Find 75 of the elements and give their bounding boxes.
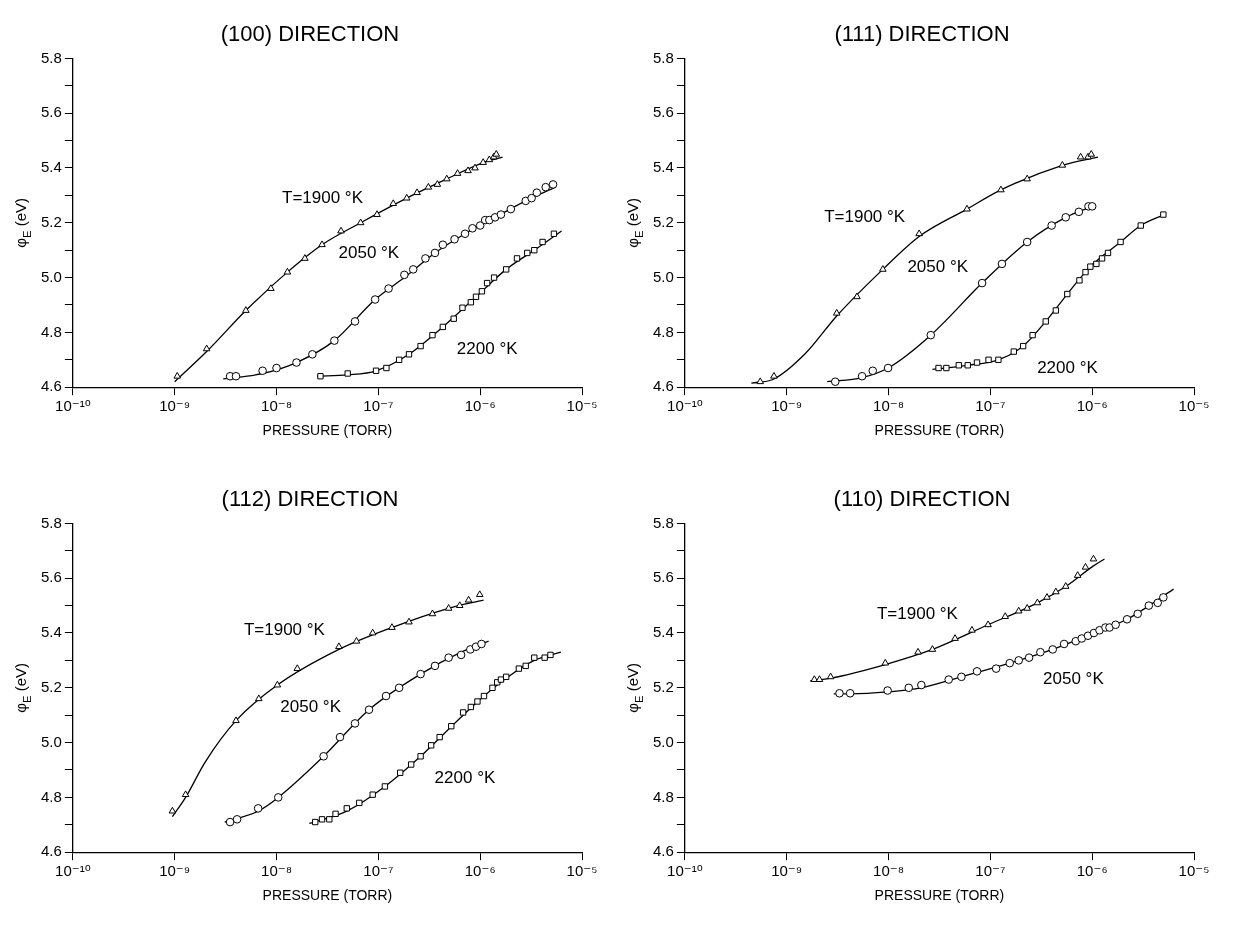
series-label: 2200 °K [456, 338, 519, 358]
y-tick-label: 5.4 [652, 623, 674, 641]
x-tick-label: 10⁻⁸ [261, 397, 292, 415]
x-tick-label: 10⁻¹⁰ [667, 862, 703, 880]
x-tick-label: 10⁻⁷ [975, 397, 1006, 415]
series-label: 2050 °K [1043, 669, 1105, 689]
y-tick-label: 5.8 [652, 513, 674, 531]
y-tick-label: 4.6 [40, 377, 62, 395]
x-tick-label: 10⁻⁷ [363, 862, 394, 880]
series-label: T=1900 °K [876, 603, 959, 623]
y-tick-label: 5.2 [40, 212, 62, 230]
y-tick-label: 5.2 [40, 677, 62, 695]
series-label: 2200 °K [434, 767, 496, 787]
x-tick-label: 10⁻⁶ [464, 397, 496, 415]
chart-title: (110) DIRECTION [833, 486, 1011, 512]
x-tick-label: 10⁻⁵ [1178, 397, 1210, 415]
series-label: 2050 °K [338, 243, 400, 263]
chart-title: (112) DIRECTION [221, 486, 399, 512]
x-axis-title: PRESSURE (TORR) [262, 887, 393, 904]
x-tick-label: 10⁻⁹ [771, 397, 803, 415]
y-tick-label: 4.6 [652, 842, 674, 860]
x-tick-label: 10⁻⁷ [363, 397, 394, 415]
x-axis-title: PRESSURE (TORR) [874, 422, 1005, 439]
y-tick-label: 4.8 [652, 787, 674, 805]
series-label: 2050 °K [907, 256, 969, 276]
series-label: T=1900 °K [243, 620, 326, 640]
series-label: T=1900 °K [281, 188, 364, 208]
y-tick-label: 5.0 [652, 732, 674, 750]
y-tick-label: 4.8 [40, 322, 62, 340]
y-tick-label: 4.8 [652, 322, 674, 340]
x-axis-title: PRESSURE (TORR) [874, 887, 1005, 904]
x-tick-label: 10⁻⁵ [1178, 862, 1210, 880]
x-tick-label: 10⁻⁸ [261, 862, 292, 880]
y-tick-label: 5.6 [652, 103, 674, 121]
x-tick-label: 10⁻⁵ [566, 862, 598, 880]
x-tick-label: 10⁻¹⁰ [667, 397, 703, 415]
x-tick-label: 10⁻⁹ [771, 862, 803, 880]
y-axis-title: φE (eV) [624, 662, 646, 713]
x-tick-label: 10⁻⁹ [159, 397, 191, 415]
x-axis-title: PRESSURE (TORR) [262, 422, 393, 439]
x-tick-label: 10⁻¹⁰ [55, 862, 91, 880]
x-tick-label: 10⁻¹⁰ [55, 397, 91, 415]
y-tick-label: 5.4 [652, 158, 674, 176]
y-tick-label: 4.6 [652, 377, 674, 395]
series-label: 2050 °K [280, 697, 342, 717]
y-axis-title: φE (eV) [624, 197, 646, 248]
series-label: 2200 °K [1037, 357, 1099, 377]
x-tick-label: 10⁻⁵ [566, 397, 598, 415]
series-label: T=1900 °K [824, 207, 906, 227]
x-tick-label: 10⁻⁶ [1076, 862, 1108, 880]
y-tick-label: 5.0 [40, 267, 62, 285]
x-tick-label: 10⁻⁶ [1076, 397, 1108, 415]
y-tick-label: 5.0 [40, 732, 62, 750]
y-tick-label: 5.4 [40, 623, 62, 641]
y-tick-label: 4.8 [40, 787, 62, 805]
y-tick-label: 4.6 [40, 842, 62, 860]
x-tick-label: 10⁻⁶ [464, 862, 496, 880]
y-tick-label: 5.8 [40, 513, 62, 531]
y-axis-title: φE (eV) [12, 662, 34, 713]
y-tick-label: 5.0 [652, 267, 674, 285]
y-tick-label: 5.6 [40, 103, 62, 121]
x-tick-label: 10⁻⁹ [159, 862, 191, 880]
y-axis-title: φE (eV) [12, 197, 34, 248]
y-tick-label: 5.2 [652, 212, 674, 230]
x-tick-label: 10⁻⁸ [873, 862, 904, 880]
y-tick-label: 5.4 [40, 158, 62, 176]
y-tick-label: 5.2 [652, 677, 674, 695]
x-tick-label: 10⁻⁸ [873, 397, 904, 415]
y-tick-label: 5.8 [652, 48, 674, 66]
chart-title: (111) DIRECTION [834, 21, 1010, 47]
y-tick-label: 5.8 [40, 48, 62, 66]
y-tick-label: 5.6 [652, 568, 674, 586]
y-tick-label: 5.6 [40, 568, 62, 586]
x-tick-label: 10⁻⁷ [975, 862, 1006, 880]
chart-title: (100) DIRECTION [220, 21, 400, 47]
